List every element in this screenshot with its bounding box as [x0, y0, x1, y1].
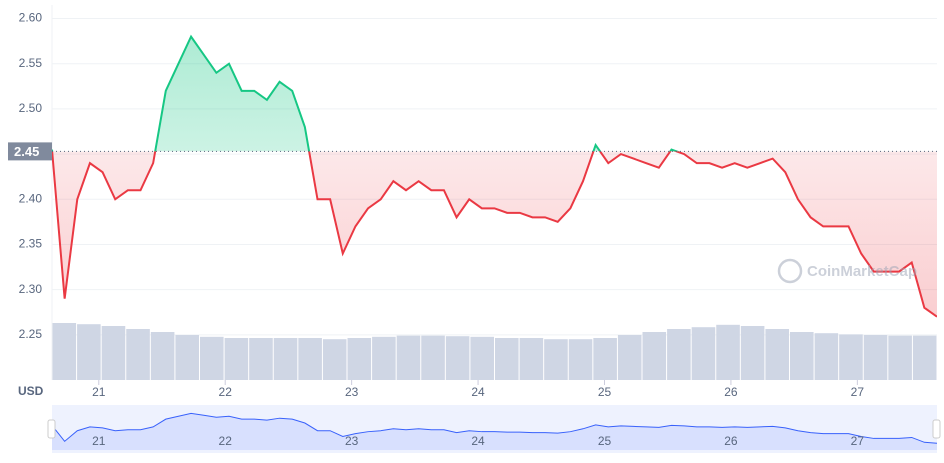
watermark-text: CoinMarketCap: [807, 263, 917, 280]
volume-bar: [593, 338, 617, 380]
x-tick-label: 23: [345, 385, 359, 399]
volume-bar: [126, 329, 150, 380]
volume-bar: [544, 339, 568, 380]
navigator-handle[interactable]: [47, 419, 56, 439]
price-line-up: [52, 34, 680, 152]
volume-bar: [396, 335, 421, 380]
navigator-tick-label: 21: [92, 434, 106, 448]
volume-bar: [716, 324, 740, 380]
reference-box: [8, 142, 52, 161]
volume-bar: [740, 326, 765, 380]
volume-bar: [765, 329, 789, 380]
x-tick-label: 25: [598, 385, 612, 399]
x-tick-label: 24: [471, 385, 485, 399]
navigator-plot: [51, 412, 938, 450]
y-tick-label: 2.50: [19, 101, 43, 115]
navigator-line: [51, 412, 938, 444]
volume-bar: [347, 338, 372, 380]
y-tick-label: 2.40: [19, 191, 43, 205]
volume-bar: [912, 335, 937, 380]
volume-bar: [888, 335, 912, 380]
x-tick-label: 22: [219, 385, 233, 399]
x-tick-label: 26: [724, 385, 738, 399]
watermark-logo: [777, 258, 803, 284]
volume-bar: [617, 335, 642, 380]
volume-bar: [421, 335, 445, 380]
y-tick-label: 2.30: [19, 282, 43, 296]
volume-bar: [519, 338, 544, 380]
reference-label: 2.45: [14, 144, 39, 159]
volume-bar: [150, 332, 175, 380]
currency-label: USD: [18, 384, 44, 398]
volume-bar: [839, 334, 863, 380]
volume-bar: [273, 338, 298, 380]
volume-bar: [790, 332, 814, 380]
navigator-tick-label: 23: [345, 434, 359, 448]
volume-bar: [814, 333, 839, 380]
volume-bar: [470, 336, 494, 380]
navigator-tick-label: 25: [598, 434, 612, 448]
volume-bar: [298, 338, 322, 380]
volume-bar: [568, 339, 593, 380]
volume-bar: [224, 338, 249, 380]
volume-bar: [77, 324, 101, 380]
volume-bar: [322, 339, 347, 380]
volume: [52, 323, 937, 380]
volume-bar: [249, 338, 273, 380]
y-tick-label: 2.35: [19, 237, 43, 251]
navigator-tick-label: 27: [851, 434, 865, 448]
y-tick-label: 2.25: [19, 327, 43, 341]
volume-bar: [495, 338, 519, 380]
x-tick-label: 21: [92, 385, 106, 399]
volume-bar: [445, 336, 470, 380]
volume-bar: [52, 323, 77, 380]
price-line-down: [52, 151, 937, 318]
navigator-tick-label: 22: [219, 434, 233, 448]
volume-bar: [372, 336, 396, 380]
x-tick-label: 27: [851, 385, 865, 399]
volume-bar: [200, 336, 224, 380]
area-up: [52, 36, 677, 152]
navigator-tick-label: 24: [471, 434, 485, 448]
y-tick-label: 2.55: [19, 56, 43, 70]
volume-bar: [863, 335, 888, 380]
navigator-tick-label: 26: [724, 434, 738, 448]
navigator-handle[interactable]: [932, 419, 941, 439]
y-tick-label: 2.60: [19, 11, 43, 25]
volume-bar: [642, 332, 667, 380]
volume-bar: [667, 329, 691, 380]
plot: [52, 34, 937, 318]
area-down: [52, 151, 937, 317]
volume-bar: [691, 327, 716, 380]
watermark: CoinMarketCap: [777, 258, 917, 284]
volume-bar: [101, 326, 126, 380]
volume-bar: [175, 335, 199, 380]
